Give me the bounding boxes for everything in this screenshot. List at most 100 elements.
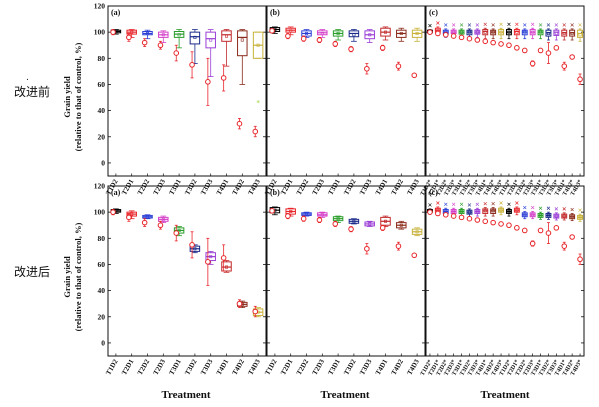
mean-dot — [521, 47, 528, 54]
mean-marker — [482, 218, 489, 225]
mean-dot — [316, 217, 323, 223]
extreme-cross — [523, 23, 527, 27]
mean-marker — [545, 222, 552, 244]
extreme-cross — [578, 23, 582, 27]
ylabel-before-line2: (relative to that of control, %) — [73, 42, 83, 151]
mean-marker — [490, 219, 496, 226]
mean-marker — [285, 33, 291, 40]
box-T4D2 — [396, 220, 407, 230]
box-T3D1* — [458, 202, 465, 217]
box-mean — [336, 217, 340, 221]
box-mean — [507, 210, 511, 214]
mean-dot — [553, 225, 560, 231]
mean-dot — [395, 63, 402, 69]
mean-marker — [529, 60, 536, 67]
box-mean — [460, 30, 464, 34]
x-tick-label: T2D3 — [152, 358, 168, 377]
panel-tag: (a) — [111, 8, 121, 17]
mean-marker — [189, 231, 195, 259]
cross-stroke — [515, 201, 519, 205]
cross-stroke — [491, 23, 495, 27]
box-mean — [539, 30, 543, 34]
x-tick-label: T2D1 — [120, 358, 136, 377]
xlabel-a: Treatment — [161, 389, 210, 401]
cross-stroke — [523, 205, 527, 210]
mean-marker — [577, 73, 583, 85]
cross-stroke — [436, 201, 440, 205]
mean-marker — [236, 118, 243, 130]
x-tick-label: T2D1 — [279, 358, 295, 377]
mean-marker — [300, 35, 307, 42]
box-mean — [531, 30, 535, 34]
box-T2D3* — [529, 22, 536, 40]
box-mean — [570, 31, 574, 35]
mean-dot — [490, 219, 496, 226]
mean-dot — [252, 128, 259, 135]
mean-dot — [205, 259, 211, 265]
box-T3D3 — [364, 220, 375, 227]
y-tick-label: 20 — [98, 132, 106, 141]
box-T3D3 — [205, 29, 216, 78]
ylabel-before-line1: Grain yield — [62, 76, 72, 118]
extreme-cross — [515, 201, 519, 205]
mean-marker — [450, 33, 457, 39]
x-tick-label: T4D2 — [390, 178, 406, 197]
mean-dot — [236, 300, 243, 307]
mean-marker — [435, 210, 441, 217]
box-T2D2 — [142, 29, 153, 40]
mean-marker — [521, 47, 528, 54]
mean-dot — [498, 221, 504, 227]
y-tick-label: 0 — [101, 158, 105, 167]
box-T2D2 — [142, 214, 153, 220]
mean-dot — [411, 252, 418, 259]
x-tick-label: T3D3 — [358, 178, 374, 197]
mean-dot — [529, 240, 536, 247]
box-mean — [578, 215, 582, 219]
extreme-cross — [428, 23, 432, 28]
box-mean — [554, 214, 558, 218]
box-mean — [499, 30, 503, 34]
mean-marker — [474, 217, 481, 223]
cross-stroke — [554, 207, 559, 211]
cross-stroke — [491, 201, 495, 206]
ylabel-after-line1: Grain yield — [62, 256, 72, 298]
extreme-cross — [562, 23, 566, 27]
mean-marker — [110, 209, 116, 216]
cross-stroke — [459, 202, 464, 207]
cross-stroke — [546, 206, 551, 210]
mean-marker — [545, 42, 552, 64]
cross-stroke — [428, 23, 432, 28]
box-mean — [256, 43, 260, 47]
panel-before-c: (c)T1D2*T2D1*T2D2*T2D3*T3D1*T3D2*T3D3*T4… — [420, 5, 585, 197]
mean-marker — [173, 224, 180, 242]
x-tick-label: T3D2 — [183, 358, 199, 377]
x-tick-label: T3D3 — [199, 178, 215, 197]
x-tick-label: T3D3 — [358, 358, 374, 377]
mean-dot — [506, 222, 512, 229]
extreme-cross — [475, 202, 480, 207]
box-T3D3* — [553, 207, 560, 221]
mean-dot — [442, 31, 449, 38]
panel-frame — [425, 5, 585, 177]
mean-dot — [450, 33, 457, 39]
panel-tag: (c) — [429, 188, 438, 197]
mean-dot — [537, 47, 544, 54]
mean-dot — [173, 230, 180, 236]
mean-marker — [157, 220, 164, 230]
box-T3D2 — [348, 29, 360, 42]
x-tick-label: T3D1 — [327, 178, 343, 197]
extreme-cross — [499, 201, 503, 205]
mean-dot — [577, 256, 583, 263]
mean-dot — [173, 50, 180, 56]
extreme-cross — [530, 205, 535, 210]
box-mean — [368, 222, 372, 226]
x-tick-label: T4D2 — [390, 358, 406, 377]
mean-marker — [126, 33, 132, 42]
extreme-cross — [570, 207, 574, 212]
mean-marker — [332, 220, 339, 227]
box-mean — [352, 33, 356, 37]
mean-marker — [300, 215, 307, 222]
box-T4D3 — [411, 227, 423, 237]
y-tick-label: 40 — [98, 286, 106, 295]
